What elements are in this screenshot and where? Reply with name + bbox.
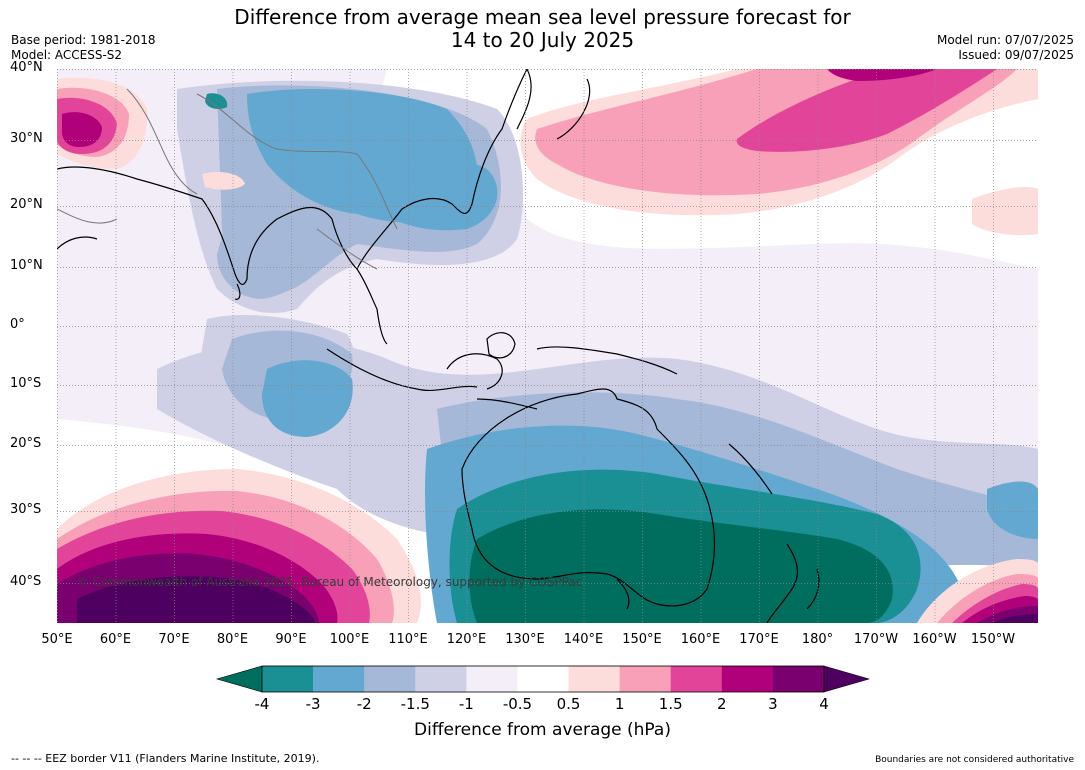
colorbar-tick-label: -1.5	[400, 695, 430, 713]
country-borders	[57, 88, 398, 270]
colorbar-tick-label: 0.5	[556, 695, 581, 713]
lon-label: 130°E	[505, 632, 545, 647]
colorbar-segment	[619, 666, 672, 692]
lat-label: 0°	[10, 317, 25, 332]
lon-label: 170°W	[853, 632, 899, 647]
colorbar	[215, 665, 871, 693]
lat-label: 40°S	[10, 574, 42, 589]
meta-right: Model run: 07/07/2025 Issued: 09/07/2025	[937, 33, 1074, 63]
lon-label: 160°W	[912, 632, 957, 647]
issued-date: Issued: 09/07/2025	[958, 48, 1074, 62]
colorbar-segment	[517, 666, 569, 692]
colorbar-segment	[568, 666, 620, 692]
colorbar-segment	[262, 666, 314, 692]
colorbar-segment	[721, 666, 774, 692]
lon-label: 120°E	[446, 632, 487, 647]
colorbar-label: Difference from average (hPa)	[414, 720, 671, 740]
lat-label: 20°S	[10, 436, 42, 451]
lon-label: 180°	[801, 632, 834, 647]
anomaly-band-neg-4	[469, 509, 893, 623]
colorbar-tick-label: -0.5	[502, 695, 533, 713]
map-title-line1: Difference from average mean sea level p…	[234, 5, 851, 29]
boundaries-note: Boundaries are not considered authoritat…	[875, 755, 1074, 765]
colorbar-tick-label: 1	[614, 695, 625, 713]
colorbar-segment	[772, 666, 825, 692]
lon-label: 150°E	[622, 632, 662, 647]
lon-label: 100°E	[329, 632, 370, 647]
graticule	[57, 69, 1038, 623]
colorbar-tick-label: 1.5	[658, 695, 683, 713]
lon-label: 150°W	[970, 632, 1016, 647]
copyright-notice: © Commonwealth of Australia 2025, Bureau…	[77, 575, 583, 589]
lon-label: 90°E	[275, 632, 307, 647]
colorbar-tick-label: 4	[819, 695, 829, 713]
colorbar-tick-label: -4	[254, 695, 270, 713]
lon-label: 70°E	[158, 632, 190, 647]
colorbar-segment	[415, 666, 467, 692]
map-title-line2: 14 to 20 July 2025	[450, 28, 635, 52]
anomaly-band-pos-4	[77, 576, 1038, 623]
eez-note: -- -- -- EEZ border V11 (Flanders Marine…	[11, 752, 320, 765]
base-period: Base period: 1981-2018	[11, 33, 156, 47]
colorbar-tick-label: -3	[305, 695, 321, 713]
coastlines	[57, 69, 820, 623]
colorbar-tick-label: -1	[458, 695, 474, 713]
colorbar-segment	[313, 666, 365, 692]
lon-label: 160°E	[680, 632, 721, 647]
lon-label: 140°E	[563, 632, 604, 647]
lon-label: 50°E	[41, 632, 73, 647]
colorbar-frame	[261, 665, 825, 693]
lat-label: 10°S	[10, 376, 42, 391]
colorbar-segment	[466, 666, 518, 692]
colorbar-segment	[670, 666, 723, 692]
lat-label: 20°N	[10, 197, 43, 212]
model-name: Model: ACCESS-S2	[11, 48, 123, 62]
lat-label: 30°S	[10, 502, 42, 517]
colorbar-tick-label: 2	[717, 695, 727, 713]
model-run: Model run: 07/07/2025	[936, 33, 1074, 47]
colorbar-tick-label: -2	[356, 695, 372, 713]
colorbar-segment	[364, 666, 416, 692]
colorbar-under-arrow	[215, 665, 263, 693]
lon-label: 60°E	[99, 632, 132, 647]
lon-label: 80°E	[216, 632, 249, 647]
pressure-anomaly-map	[57, 69, 1038, 623]
map-panel	[57, 69, 1038, 623]
lat-label: 30°N	[10, 131, 43, 146]
lon-label: 170°E	[739, 632, 779, 647]
lat-label: 10°N	[10, 258, 43, 273]
colorbar-tick-label: 3	[768, 695, 778, 713]
colorbar-over-arrow	[823, 665, 871, 693]
lat-label: 40°N	[10, 60, 43, 75]
meta-left: Base period: 1981-2018 Model: ACCESS-S2	[11, 33, 156, 63]
lon-label: 110°E	[388, 632, 428, 647]
